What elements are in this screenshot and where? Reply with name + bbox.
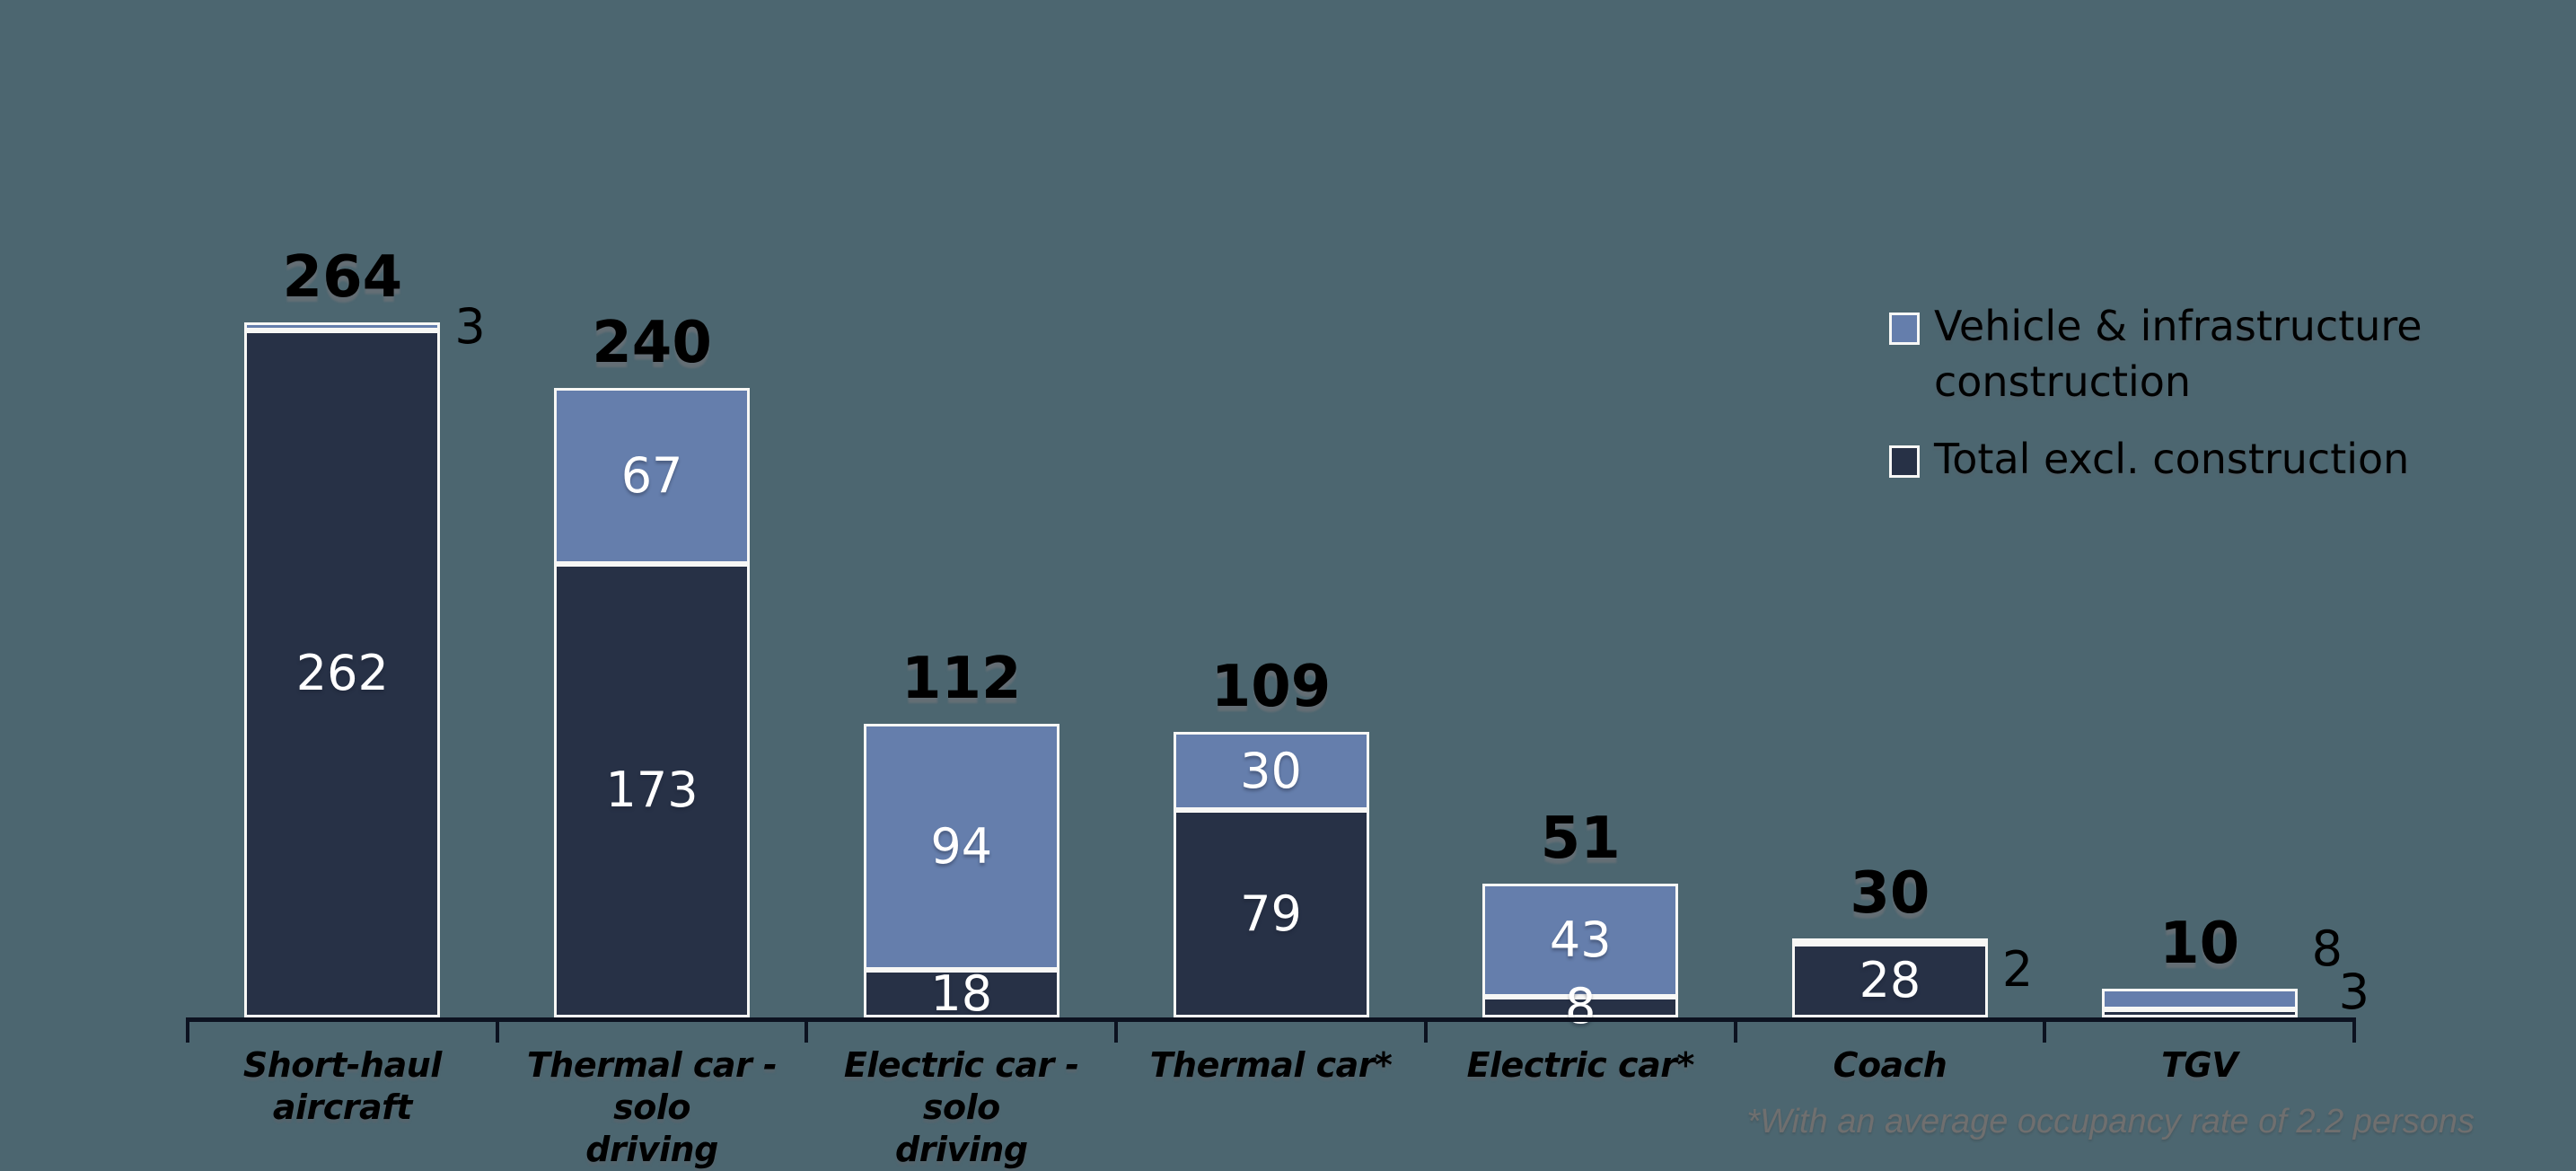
x-axis-line: [188, 1017, 2354, 1022]
x-axis-tick: [2043, 1017, 2047, 1043]
bar-coach-total-label: 30: [1850, 860, 1930, 928]
footnote: *With an average occupancy rate of 2.2 p…: [1746, 1103, 2475, 1140]
bar-thermal-car-solo-driving-segment-construction: [554, 388, 751, 564]
legend-item-total-excl: Total excl. construction: [1889, 431, 2422, 487]
x-axis-tick: [495, 1017, 499, 1043]
bar-electric-car-value-label-total-excl-construction: 8: [1565, 978, 1596, 1035]
category-label-tgv: TGV: [2161, 1045, 2238, 1085]
bar-tgv-segment-construction: [2101, 988, 2298, 1010]
bar-electric-car-segment-construction: [1482, 884, 1679, 997]
bar-coach-value-label-construction-outside: 2: [2001, 941, 2034, 999]
bar-thermal-car-segment-total-excl-construction: [1173, 810, 1369, 1017]
category-label-electric-car: Electric car*: [1466, 1045, 1695, 1085]
bar-thermal-car-solo-driving-total-label: 240: [592, 310, 712, 377]
category-label-thermal-car: Thermal car*: [1149, 1045, 1393, 1085]
bar-thermal-car-value-label-construction: 30: [1240, 742, 1302, 799]
bar-electric-car-segment-total-excl-construction: [1482, 996, 1679, 1017]
bar-short-haul-aircraft-value-label-total-excl-construction: 262: [295, 645, 389, 702]
bar-thermal-car-total-label: 109: [1210, 653, 1332, 720]
bar-short-haul-aircraft-segment-total-excl-construction: [244, 330, 441, 1017]
bar-coach-segment-construction: [1791, 938, 1988, 945]
chart-legend: Vehicle & infrastructure construction To…: [1889, 298, 2422, 487]
legend-label-construction: Vehicle & infrastructure construction: [1934, 302, 2422, 406]
bar-short-haul-aircraft-total-label: 264: [282, 244, 403, 312]
bar-electric-car-solo-driving-segment-total-excl-construction: [863, 970, 1059, 1017]
x-axis-tick: [186, 1017, 189, 1043]
x-axis-tick: [1114, 1017, 1119, 1043]
category-label-short-haul-aircraft: Short-haul aircraft: [242, 1045, 442, 1127]
legend-label-total-excl: Total excl. construction: [1934, 435, 2410, 483]
bar-thermal-car-solo-driving-value-label-total-excl-construction: 173: [605, 762, 699, 819]
bar-electric-car-total-label: 51: [1540, 806, 1621, 873]
legend-swatch-total-excl-icon: [1889, 445, 1920, 478]
x-axis-tick: [804, 1017, 809, 1043]
category-label-electric-car-solo-driving: Electric car - solo driving: [843, 1045, 1079, 1169]
bar-thermal-car-value-label-total-excl-construction: 79: [1240, 885, 1302, 942]
bar-tgv-total-label: 10: [2159, 910, 2240, 977]
bar-short-haul-aircraft-value-label-construction-outside: 3: [454, 297, 486, 355]
bar-electric-car-solo-driving-total-label: 112: [901, 645, 1022, 712]
bar-thermal-car-solo-driving-value-label-construction: 67: [620, 447, 683, 505]
bar-electric-car-solo-driving-value-label-total-excl-construction: 18: [930, 964, 993, 1022]
bar-short-haul-aircraft-segment-construction: [244, 322, 441, 330]
category-label-coach: Coach: [1833, 1045, 1947, 1085]
x-axis-tick: [2352, 1017, 2356, 1043]
legend-item-construction: Vehicle & infrastructure construction: [1889, 298, 2422, 409]
bar-coach-value-label-total-excl-construction: 28: [1859, 952, 1921, 1009]
category-label-thermal-car-solo-driving: Thermal car - solo driving: [526, 1045, 778, 1169]
bar-thermal-car-solo-driving-segment-total-excl-construction: [554, 563, 751, 1017]
bar-tgv-value-label-construction-outside: 8: [2311, 920, 2343, 977]
x-axis-tick: [1733, 1017, 1737, 1043]
x-axis-tick: [1423, 1017, 1428, 1043]
bar-coach-segment-total-excl-construction: [1791, 944, 1988, 1017]
bar-tgv-segment-total-excl-construction: [2101, 1009, 2298, 1017]
bar-electric-car-solo-driving-segment-construction: [863, 723, 1059, 971]
bar-electric-car-value-label-construction: 43: [1549, 911, 1612, 968]
bar-tgv-value-label-total-excl-construction-outside: 3: [2338, 963, 2369, 1020]
bar-electric-car-solo-driving-value-label-construction: 94: [930, 818, 993, 876]
legend-swatch-construction-icon: [1889, 313, 1920, 345]
bar-thermal-car-segment-construction: [1173, 731, 1369, 811]
